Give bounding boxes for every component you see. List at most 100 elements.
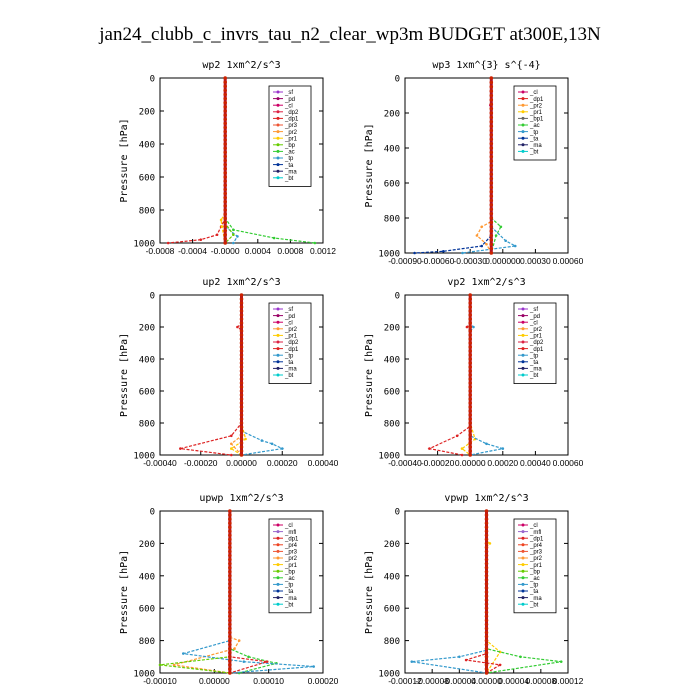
zero-profile-marker xyxy=(223,187,227,192)
legend-label: _pr3 xyxy=(284,550,298,556)
legend-marker xyxy=(276,307,280,311)
legend-marker xyxy=(521,327,525,331)
zero-profile-marker xyxy=(223,208,227,212)
zero-profile-marker xyxy=(489,115,494,120)
plot-frame xyxy=(159,77,324,244)
zero-profile-marker xyxy=(468,313,473,317)
figure-title: jan24_clubb_c_invrs_tau_n2_clear_wp3m BU… xyxy=(98,24,601,45)
zero-profile-marker xyxy=(489,246,494,251)
zero-profile-marker xyxy=(223,125,227,130)
x-tick-label: -0.00030 xyxy=(453,256,487,266)
y-tick-label: 1000 xyxy=(378,670,400,680)
legend-marker xyxy=(276,176,280,180)
series-line-tp xyxy=(224,78,239,244)
y-tick-label: 0 xyxy=(150,508,155,518)
zero-profile-marker xyxy=(239,341,244,345)
series-line-dp1 xyxy=(427,295,471,456)
zero-profile-marker xyxy=(239,401,244,405)
legend-label: _tp xyxy=(529,130,539,136)
y-tick-label: 800 xyxy=(384,215,400,225)
legend-label: _ta xyxy=(284,589,294,595)
series-point-tp xyxy=(232,241,235,245)
zero-profile-marker xyxy=(489,203,494,207)
zero-profile-marker xyxy=(239,397,244,401)
legend-marker xyxy=(276,163,280,167)
series-line-tp xyxy=(469,295,503,456)
zero-profile-marker xyxy=(239,417,244,421)
zero-profile-marker xyxy=(468,397,473,401)
zero-profile-marker xyxy=(484,509,489,513)
legend-marker xyxy=(276,90,280,94)
zero-profile-marker xyxy=(484,553,489,558)
legend-marker xyxy=(521,596,525,600)
legend-label: _dp2 xyxy=(284,110,299,116)
series-point-tp xyxy=(260,439,264,442)
legend-label: _sf xyxy=(284,307,293,313)
zero-profile-marker xyxy=(228,655,232,659)
legend-label: _bt xyxy=(284,176,294,182)
legend-label: _bp xyxy=(529,569,541,575)
zero-profile-marker xyxy=(239,441,244,445)
zero-profile-marker xyxy=(484,533,489,538)
zero-profile-marker xyxy=(223,133,227,138)
series-point-tp xyxy=(242,660,246,663)
y-tick-label: 1000 xyxy=(133,240,155,250)
legend-marker xyxy=(521,373,525,377)
legend-label: _bp1 xyxy=(529,117,544,123)
y-tick-label: 200 xyxy=(384,110,400,120)
legend-label: _tp xyxy=(284,583,294,589)
legend-label: _ma xyxy=(284,169,297,175)
legend-marker xyxy=(276,97,280,101)
series-point-tp xyxy=(312,665,315,668)
x-tick-label: 0.00060 xyxy=(553,256,584,266)
legend-marker xyxy=(521,523,525,527)
legend: _sf_pd_cl_dp2_dp1_pr3_pr2_pr1_bp_ac_tp_t… xyxy=(268,85,312,187)
zero-profile-marker xyxy=(484,565,489,570)
zero-profile-marker xyxy=(223,228,227,233)
zero-profile-marker xyxy=(468,301,473,305)
panel-title: upwp 1xm^2/s^3 xyxy=(199,493,283,504)
zero-profile-marker xyxy=(239,365,244,369)
zero-profile-marker xyxy=(239,429,244,433)
zero-profile-marker xyxy=(484,642,489,647)
x-tick-label: 0.00000 xyxy=(226,458,257,468)
legend-marker xyxy=(521,589,525,593)
series-point-ac xyxy=(494,234,498,237)
zero-profile-marker xyxy=(223,195,227,200)
zero-profile-marker xyxy=(239,389,244,393)
zero-profile-marker xyxy=(228,533,232,538)
zero-profile-marker xyxy=(223,138,227,142)
zero-profile-marker xyxy=(484,513,489,517)
series-point-pr1 xyxy=(219,218,223,222)
zero-profile-marker xyxy=(489,238,494,242)
legend-marker xyxy=(276,169,280,173)
legend-label: _ma xyxy=(529,143,542,149)
zero-profile-marker xyxy=(228,610,232,615)
zero-profile-marker xyxy=(228,618,232,623)
y-tick-label: 1000 xyxy=(133,452,155,462)
zero-profile-marker xyxy=(239,305,244,309)
zero-profile-marker xyxy=(239,345,244,349)
y-tick-label: 200 xyxy=(139,540,155,550)
zero-profile-marker xyxy=(223,80,227,84)
x-tick-label: -0.00008 xyxy=(415,676,449,686)
y-tick-label: 200 xyxy=(139,324,155,334)
zero-profile-marker xyxy=(468,449,473,453)
zero-profile-marker xyxy=(228,549,232,554)
series-point-ac xyxy=(272,236,276,240)
zero-profile-marker xyxy=(484,630,489,635)
series-point-dp1 xyxy=(230,453,233,457)
legend: _sf_pd_cl_pr2_pr1_dp2_dp1_tp_ta_ma_bt xyxy=(268,302,312,384)
zero-profile-marker xyxy=(468,349,473,353)
series-point-ac xyxy=(519,655,522,659)
legend-marker xyxy=(276,582,280,586)
panel-title: wp2 1xm^2/s^3 xyxy=(202,60,280,71)
zero-profile-marker xyxy=(239,409,244,413)
series-point-pr1 xyxy=(460,447,464,450)
zero-profile-marker xyxy=(239,325,244,329)
series-point-ta xyxy=(442,249,445,253)
legend-label: _dp1 xyxy=(529,97,544,103)
legend-label: _ta xyxy=(284,163,294,169)
legend-marker xyxy=(276,589,280,593)
zero-profile-marker xyxy=(468,413,473,417)
